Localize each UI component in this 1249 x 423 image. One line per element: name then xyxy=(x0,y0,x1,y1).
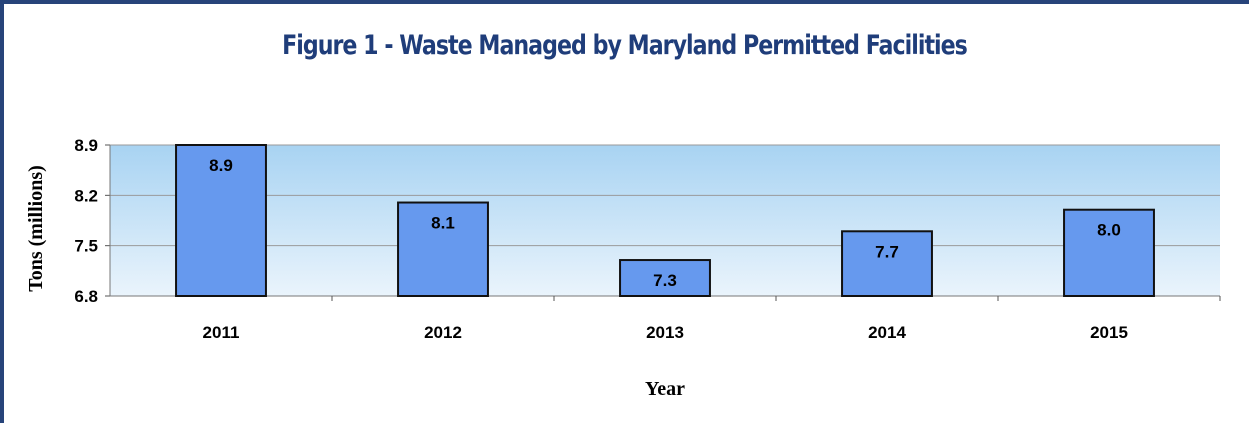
labels: 6.8 7.5 8.2 8.9 8.9 2011 8.1 2012 7.3 2013 7.7 2014… xyxy=(74,136,1128,342)
y-tick-label: 7.5 xyxy=(74,237,98,256)
bar-2012 xyxy=(397,201,489,297)
y-axis-title: Tons (millions) xyxy=(25,165,47,292)
x-axis-title: Year xyxy=(645,378,685,400)
value-label-2014: 7.7 xyxy=(875,242,899,261)
x-tick-label-2015: 2015 xyxy=(1090,323,1128,342)
x-tick-label-2012: 2012 xyxy=(424,323,462,342)
value-label-2012: 8.1 xyxy=(431,214,455,233)
y-tick-label: 8.2 xyxy=(74,186,98,205)
bars xyxy=(175,144,1155,298)
x-tick-label-2013: 2013 xyxy=(646,323,684,342)
bar-2014 xyxy=(841,230,933,298)
bar-2015 xyxy=(1063,208,1155,297)
x-tick-label-2011: 2011 xyxy=(203,323,240,342)
y-tick-label: 6.8 xyxy=(74,287,98,306)
value-label-2015: 8.0 xyxy=(1097,221,1121,240)
y-tick-label: 8.9 xyxy=(74,136,98,155)
bar-2013 xyxy=(619,259,711,297)
bar-2011 xyxy=(175,144,267,297)
x-tick-label-2014: 2014 xyxy=(868,323,906,342)
value-label-2011: 8.9 xyxy=(209,156,233,175)
chart-title: Figure 1 - Waste Managed by Maryland Per… xyxy=(282,30,968,61)
value-label-2013: 7.3 xyxy=(653,271,677,290)
